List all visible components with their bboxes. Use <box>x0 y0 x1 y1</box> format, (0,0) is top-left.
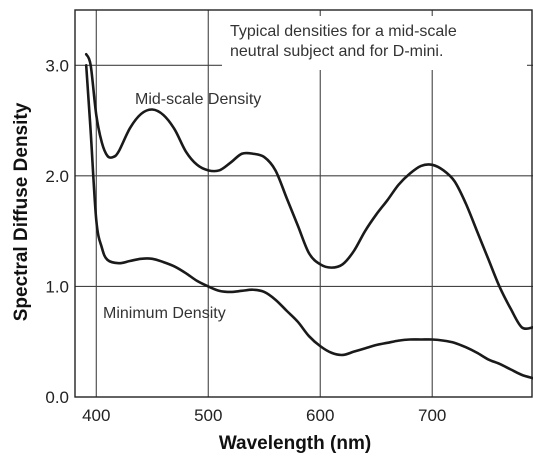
y-tick-label: 2.0 <box>45 167 69 186</box>
y-axis-title: Spectral Diffuse Density <box>11 102 32 321</box>
annotation-line-1: Typical densities for a mid-scale <box>230 23 457 40</box>
x-tick-label: 400 <box>82 406 110 425</box>
series-label-minimum: Minimum Density <box>103 305 226 322</box>
series-line-mid-scale-density <box>84 52 533 331</box>
x-tick-label: 700 <box>418 406 446 425</box>
annotation-line-2: neutral subject and for D-mini. <box>230 43 443 60</box>
x-tick-label: 500 <box>194 406 222 425</box>
y-tick-label: 3.0 <box>45 56 69 75</box>
tick-labels: 400 500 600 700 0.0 1.0 2.0 3.0 <box>45 56 446 425</box>
series-layer <box>84 52 533 380</box>
x-tick-label: 600 <box>306 406 334 425</box>
series-label-mid-scale: Mid-scale Density <box>135 91 261 108</box>
series-line-minimum-density <box>84 63 533 380</box>
plot-frame <box>74 9 533 398</box>
annotation-box <box>222 16 527 70</box>
y-tick-label: 1.0 <box>45 277 69 296</box>
y-tick-label: 0.0 <box>45 388 69 407</box>
x-axis-title: Wavelength (nm) <box>219 433 371 454</box>
